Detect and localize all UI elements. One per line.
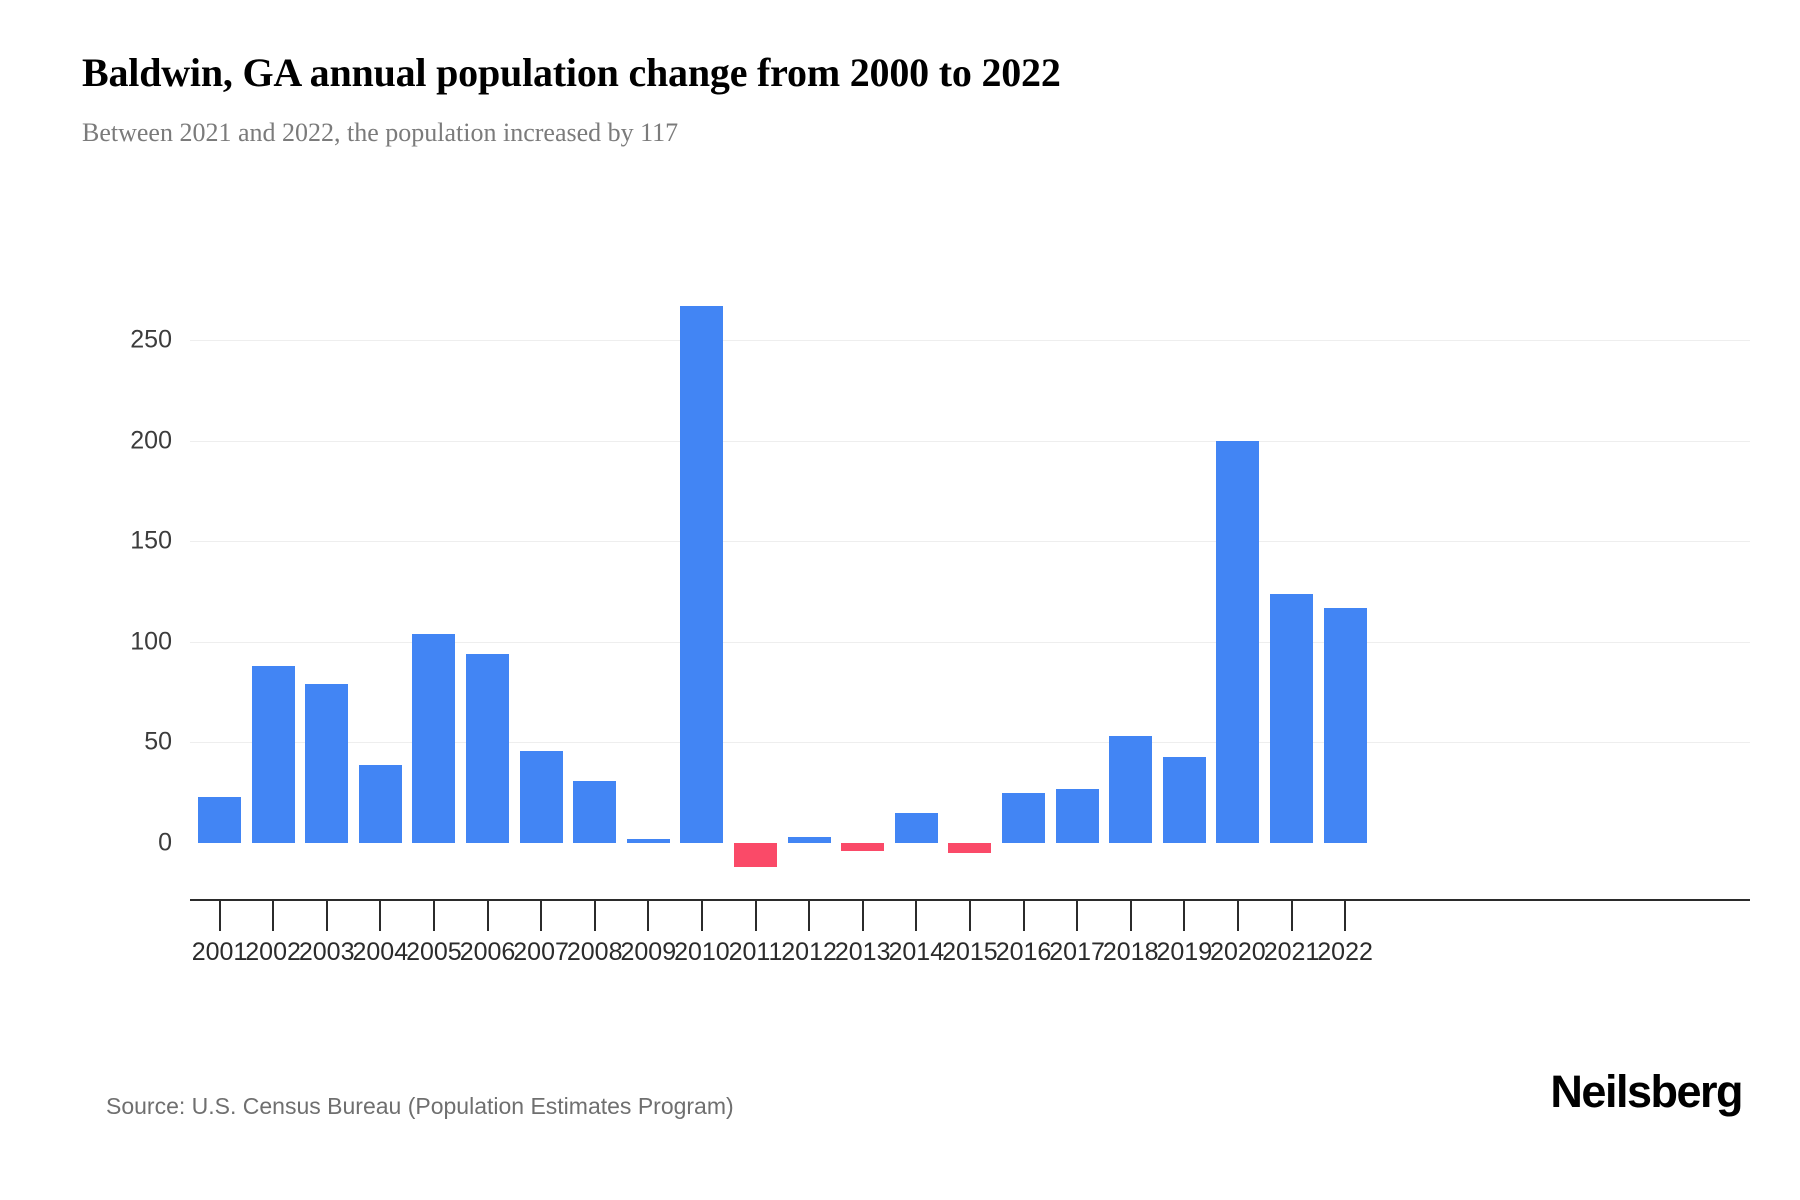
x-axis-tick xyxy=(218,901,221,931)
bar-2004[interactable] xyxy=(358,764,402,843)
x-axis-tick xyxy=(1129,901,1132,931)
x-axis-tick xyxy=(593,901,596,931)
x-axis-tick xyxy=(700,901,703,931)
x-axis-tick-label: 2004 xyxy=(352,938,409,966)
gridline xyxy=(190,340,1750,342)
x-axis-tick-label: 2016 xyxy=(995,938,1052,966)
gridline xyxy=(190,742,1750,744)
x-axis-tick xyxy=(1290,901,1293,931)
y-axis-tick-label: 50 xyxy=(144,727,172,756)
x-axis-tick-label: 2005 xyxy=(406,938,462,966)
bars-group xyxy=(190,280,1750,900)
x-axis-tick xyxy=(432,901,435,931)
x-axis-tick xyxy=(486,901,489,931)
bar-2006[interactable] xyxy=(466,653,509,843)
y-axis-tick-label: 150 xyxy=(130,526,172,555)
bar-2008[interactable] xyxy=(573,780,617,843)
chart-header: Baldwin, GA annual population change fro… xyxy=(82,48,1682,150)
x-axis-tick-label: 2003 xyxy=(298,938,355,966)
bar-2010[interactable] xyxy=(680,306,724,843)
x-axis-tick-label: 2001 xyxy=(191,938,248,966)
x-axis-tick-label: 2021 xyxy=(1263,938,1320,966)
x-axis-tick xyxy=(1076,901,1079,931)
y-axis-tick-label: 200 xyxy=(130,426,172,455)
bar-2003[interactable] xyxy=(305,684,349,843)
x-axis-tick xyxy=(968,901,971,931)
x-axis-tick xyxy=(808,901,811,931)
bar-2005[interactable] xyxy=(412,633,456,843)
x-axis-tick-label: 2011 xyxy=(728,938,783,966)
x-axis-tick xyxy=(1344,901,1347,931)
brand-logo: Neilsberg xyxy=(1550,1066,1743,1117)
x-axis-line xyxy=(190,899,1750,901)
bar-2017[interactable] xyxy=(1055,788,1099,843)
bar-2019[interactable] xyxy=(1162,756,1206,843)
y-axis-tick-label: 0 xyxy=(158,828,172,857)
x-axis-tick xyxy=(915,901,918,931)
gridline xyxy=(190,440,1750,442)
y-axis-tick-label: 100 xyxy=(130,627,172,656)
plot-area: 0 50 100 150 200 250 2001 2002 2003 2004 2005 2006… xyxy=(130,280,1750,966)
x-axis-tick xyxy=(1236,901,1239,931)
x-axis-tick xyxy=(1022,901,1025,931)
gridline xyxy=(190,541,1750,543)
x-axis-tick-label: 2019 xyxy=(1156,938,1213,966)
bar-2022[interactable] xyxy=(1323,607,1367,843)
x-axis-tick xyxy=(647,901,650,931)
bar-2016[interactable] xyxy=(1002,792,1045,843)
source-note: Source: U.S. Census Bureau (Population E… xyxy=(106,1093,734,1119)
page-title: Baldwin, GA annual population change fro… xyxy=(82,50,1061,95)
bar-2020[interactable] xyxy=(1216,440,1260,843)
x-axis-tick xyxy=(379,901,382,931)
x-axis-tick-label: 2018 xyxy=(1102,938,1159,966)
x-axis-tick-label: 2020 xyxy=(1210,938,1266,966)
bar-2001[interactable] xyxy=(198,796,241,843)
bar-2018[interactable] xyxy=(1109,736,1153,843)
x-axis-tick-label: 2009 xyxy=(620,938,677,966)
x-axis-tick xyxy=(861,901,864,931)
x-axis-tick xyxy=(540,901,543,931)
x-axis-tick xyxy=(325,901,328,931)
y-axis-tick-label: 250 xyxy=(130,325,172,354)
x-axis-tick-label: 2014 xyxy=(888,938,945,966)
bar-2015[interactable] xyxy=(948,843,992,854)
x-axis-tick-label: 2022 xyxy=(1317,938,1373,966)
x-axis-tick-label: 2017 xyxy=(1049,938,1105,966)
gridline xyxy=(190,641,1750,643)
x-axis-tick-label: 2013 xyxy=(834,938,891,966)
bar-2011[interactable] xyxy=(734,843,777,868)
chart-subtitle: Between 2021 and 2022, the population in… xyxy=(82,118,679,147)
x-axis-tick-label: 2007 xyxy=(513,938,569,966)
x-axis-tick-label: 2006 xyxy=(459,938,516,966)
x-axis-tick xyxy=(754,901,757,931)
bar-2007[interactable] xyxy=(519,750,563,843)
bar-2021[interactable] xyxy=(1270,593,1313,843)
bar-2013[interactable] xyxy=(841,843,885,852)
x-axis-tick-label: 2008 xyxy=(566,938,623,966)
x-axis-tick xyxy=(272,901,275,931)
x-axis-tick xyxy=(1183,901,1186,931)
x-axis-tick-label: 2012 xyxy=(781,938,837,966)
x-axis-tick-label: 2015 xyxy=(942,938,998,966)
x-axis-tick-label: 2010 xyxy=(674,938,730,966)
bar-2002[interactable] xyxy=(251,666,295,843)
x-axis-tick-label: 2002 xyxy=(245,938,301,966)
bar-2014[interactable] xyxy=(894,812,938,843)
bar-2012[interactable] xyxy=(787,836,831,843)
bar-2009[interactable] xyxy=(626,838,670,843)
